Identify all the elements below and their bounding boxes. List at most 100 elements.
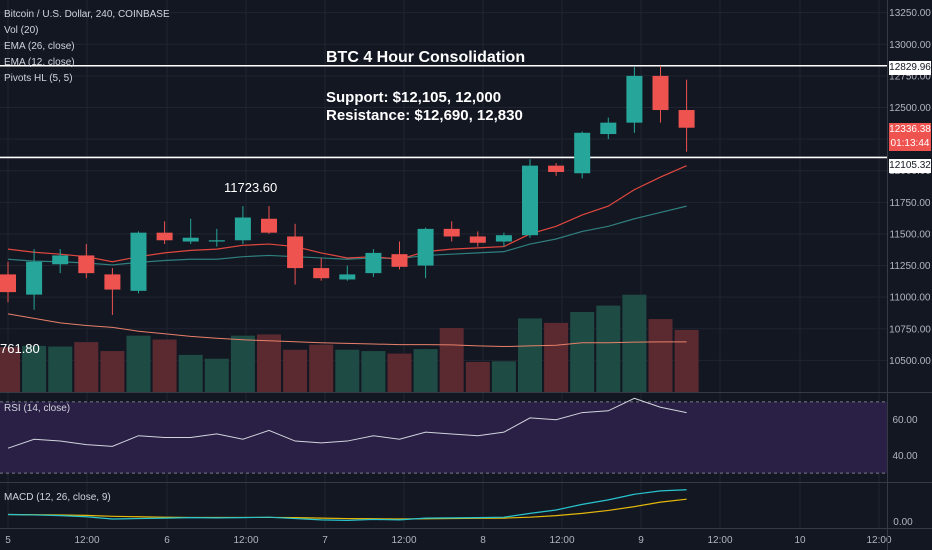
volume-bar: [74, 342, 99, 392]
volume-bar: [361, 351, 386, 392]
candle-body: [182, 237, 199, 242]
pivots-legend[interactable]: Pivots HL (5, 5): [4, 73, 73, 84]
rsi-band: [0, 401, 887, 474]
candle-body: [548, 165, 565, 172]
candle-body: [261, 218, 277, 233]
candle-body: [78, 255, 95, 274]
volume-bar: [309, 344, 334, 392]
candle-body: [469, 236, 486, 243]
candle-body: [208, 240, 225, 242]
candle-body: [443, 228, 460, 237]
volume-bar: [622, 294, 647, 392]
rsi-tick-label: 60.00: [892, 415, 917, 426]
volume-bar: [439, 328, 464, 392]
volume-bar: [100, 351, 125, 392]
ema12-line: [7, 165, 687, 263]
macd-signal-line: [7, 498, 687, 520]
symbol-legend[interactable]: Bitcoin / U.S. Dollar, 240, COINBASE: [4, 9, 170, 20]
x-tick-label: 12:00: [549, 535, 574, 546]
macd-line: [7, 489, 687, 521]
y-tick-label: 10500.00: [889, 356, 931, 367]
x-tick-label: 9: [638, 535, 644, 546]
candle-body: [522, 165, 538, 236]
volume-bar: [674, 329, 699, 392]
y-tick-label: 13000.00: [889, 40, 931, 51]
macd-legend[interactable]: MACD (12, 26, close, 9): [4, 492, 111, 503]
candle-body: [339, 274, 356, 280]
vol-legend[interactable]: Vol (20): [4, 25, 39, 36]
x-tick-label: 12:00: [866, 535, 891, 546]
y-tick-label: 13250.00: [889, 8, 931, 19]
x-tick-label: 12:00: [74, 535, 99, 546]
rsi-line: [7, 397, 687, 449]
volume-bar: [387, 353, 412, 392]
volume-bar: [204, 358, 229, 392]
candle-body: [417, 228, 434, 266]
macd-tick-label: 0.00: [893, 517, 913, 528]
x-tick-label: 12:00: [391, 535, 416, 546]
y-tick-label: 10750.00: [889, 324, 931, 335]
candle-body: [156, 232, 173, 241]
volume-bar: [413, 349, 438, 392]
candle-body: [652, 75, 669, 111]
pivot-low-label: 761.80: [0, 341, 40, 356]
candle-body: [52, 255, 69, 265]
volume-bar: [596, 305, 621, 392]
support-price-tag: 12105.32: [889, 159, 931, 173]
volume-bar: [48, 346, 73, 392]
candle-body: [574, 132, 591, 174]
volume-bar: [126, 335, 151, 392]
rsi-tick-label: 40.00: [892, 451, 917, 462]
candle-body: [391, 254, 408, 267]
x-tick-label: 6: [164, 535, 170, 546]
ema26-line: [7, 205, 687, 266]
ema12-legend[interactable]: EMA (12, close): [4, 57, 75, 68]
volume-bar: [283, 349, 308, 392]
y-tick-label: 11250.00: [890, 261, 931, 272]
volume-bar: [648, 319, 673, 392]
annotation-support: Support: $12,105, 12,000: [326, 89, 502, 106]
volume-bar: [570, 312, 595, 392]
candle-body: [104, 274, 121, 290]
volume-bar: [465, 361, 490, 392]
candle-body: [0, 274, 16, 293]
pivot-high-label: 11723.60: [224, 180, 278, 195]
candle-body: [234, 217, 251, 241]
candle-body: [287, 236, 304, 269]
ema26-legend[interactable]: EMA (26, close): [4, 41, 75, 52]
volume-bar: [152, 339, 177, 392]
last-price-tag: 12336.38: [889, 123, 931, 137]
x-tick-label: 10: [794, 535, 806, 546]
countdown-tag: 01:13:44: [889, 137, 931, 151]
volume-bar: [0, 347, 20, 392]
resistance-price-tag: 12829.96: [889, 61, 931, 75]
candle-body: [626, 75, 643, 123]
candle-body: [313, 268, 330, 279]
volume-bar: [544, 322, 569, 392]
x-tick-label: 5: [5, 535, 11, 546]
x-tick-label: 8: [480, 535, 486, 546]
y-tick-label: 11750.00: [890, 198, 931, 209]
annotation-resistance: Resistance: $12,690, 12,830: [326, 107, 523, 124]
volume-bar: [230, 335, 255, 392]
y-tick-label: 11500.00: [890, 229, 931, 240]
y-tick-label: 12500.00: [889, 103, 931, 114]
candle-body: [600, 122, 617, 135]
volume-bar: [178, 354, 203, 392]
x-tick-label: 7: [322, 535, 328, 546]
candle-body: [495, 235, 512, 242]
volume-ma-line: [7, 313, 687, 348]
annotation-title: BTC 4 Hour Consolidation: [326, 49, 526, 66]
rsi-legend[interactable]: RSI (14, close): [4, 403, 71, 414]
volume-bar: [257, 334, 281, 392]
candle-body: [130, 232, 147, 291]
y-tick-label: 12750.00: [889, 71, 931, 82]
volume-bar: [22, 345, 47, 392]
volume-bar: [491, 361, 516, 392]
candle-body: [678, 110, 695, 128]
volume-bar: [518, 318, 542, 392]
y-tick-label: 11000.00: [890, 293, 931, 304]
volume-bar: [335, 349, 360, 392]
candle-body: [26, 261, 43, 295]
